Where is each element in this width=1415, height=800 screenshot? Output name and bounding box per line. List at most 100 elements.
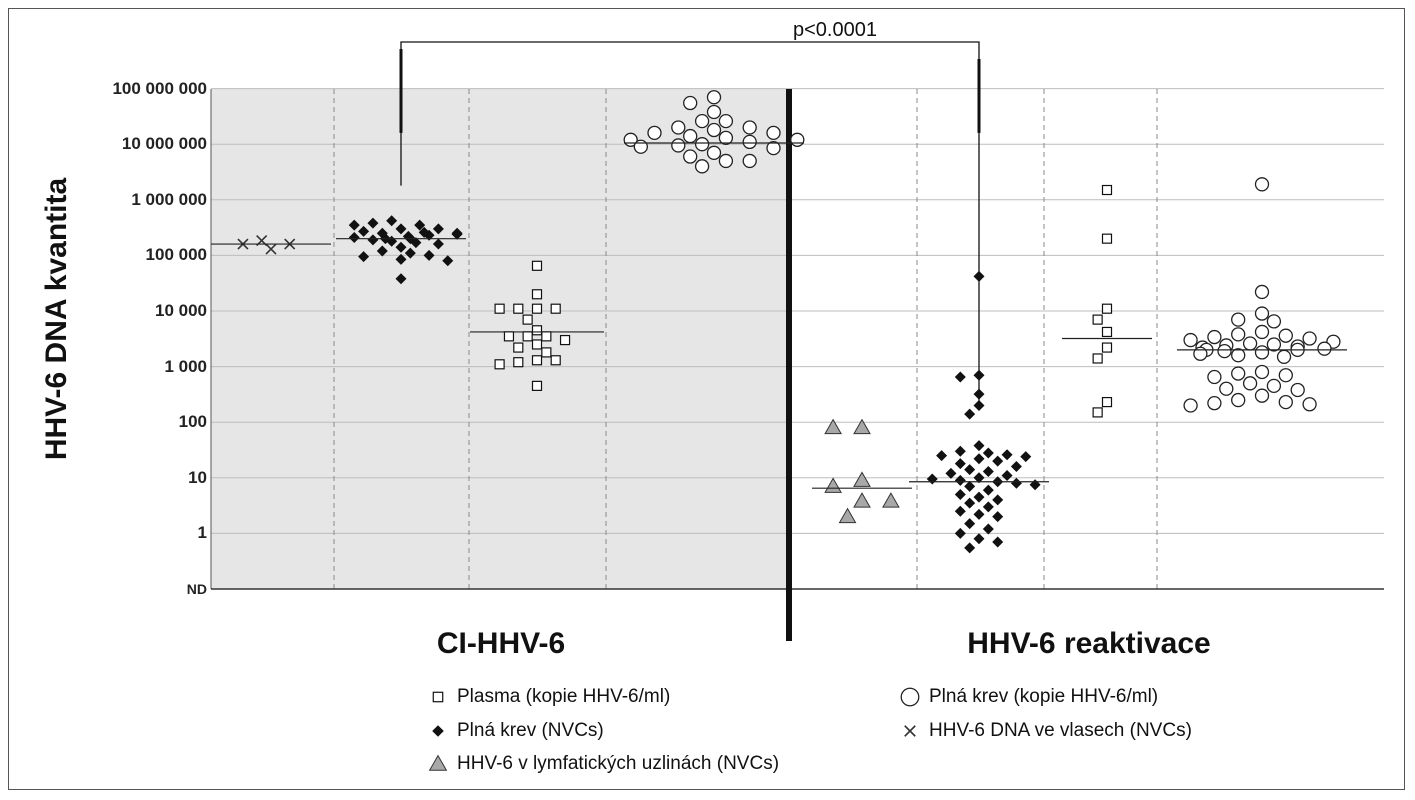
data-point-circle [1256,365,1269,378]
data-point-diamond [964,481,975,492]
data-point-diamond [964,498,975,509]
data-point-diamond [955,475,966,486]
data-point-circle [1256,389,1269,402]
data-point-square [1103,327,1112,336]
data-point-square [523,315,532,324]
data-point-triangle [883,493,899,507]
data-point-circle [1279,329,1292,342]
data-point-diamond [983,447,994,458]
data-point-circle [1267,338,1280,351]
data-point-circle [634,140,647,153]
data-point-diamond [964,464,975,475]
data-point-circle [1208,371,1221,384]
y-tick-label: 1 [17,523,207,543]
data-point-circle [696,138,709,151]
data-point-circle [708,124,721,137]
y-tick-label: ND [17,581,207,597]
data-point-circle [743,154,756,167]
data-point-circle [696,160,709,173]
data-point-square [1103,234,1112,243]
data-point-square [1103,343,1112,352]
data-point-circle [719,115,732,128]
data-point-square [551,356,560,365]
legend-symbol [901,688,919,706]
data-point-square [533,340,542,349]
legend-symbol [432,725,444,737]
data-point-circle [684,97,697,110]
data-point-circle [672,121,685,134]
data-point-diamond [955,372,966,383]
data-point-circle [708,105,721,118]
data-point-diamond [974,453,985,464]
data-point-circle [1256,325,1269,338]
data-point-circle [1278,350,1291,363]
legend-symbol [430,756,447,771]
legend-triangle-icon [425,753,451,775]
data-point-circle [1291,383,1304,396]
data-point-diamond [955,489,966,500]
legend-item: Plná krev (kopie HHV-6/ml) [897,686,1158,708]
data-point-square [1093,315,1102,324]
legend-symbol [905,726,916,737]
legend-diamond-icon [425,720,451,742]
legend-cross-icon [897,720,923,742]
legend-symbol [433,692,442,701]
data-point-diamond [974,509,985,520]
data-point-circle [696,115,709,128]
data-point-diamond [992,494,1003,505]
data-point-circle [1194,347,1207,360]
data-point-circle [1232,328,1245,341]
data-point-square [533,304,542,313]
data-point-diamond [1011,461,1022,472]
data-point-square [542,332,551,341]
data-point-circle [1256,346,1269,359]
data-point-triangle [854,420,870,434]
y-tick-label: 100 000 [17,245,207,265]
data-point-circle [1244,337,1257,350]
data-point-square [504,332,513,341]
data-point-circle [1184,334,1197,347]
legend-label: Plná krev (NVCs) [457,720,604,742]
legend-label: HHV-6 v lymfatických uzlinách (NVCs) [457,753,779,775]
data-point-circle [767,126,780,139]
data-point-square [561,336,570,345]
data-point-diamond [983,466,994,477]
data-point-square [495,360,504,369]
data-point-square [533,356,542,365]
legend-item: HHV-6 DNA ve vlasech (NVCs) [897,720,1192,742]
data-point-circle [1318,342,1331,355]
data-point-circle [743,135,756,148]
data-point-diamond [992,511,1003,522]
data-point-diamond [974,533,985,544]
data-point-diamond [974,492,985,503]
y-tick-label: 1 000 [17,357,207,377]
data-point-diamond [927,474,938,485]
legend-item: Plasma (kopie HHV-6/ml) [425,686,670,708]
data-point-circle [1232,394,1245,407]
legend-item: Plná krev (NVCs) [425,720,604,742]
data-point-circle [791,133,804,146]
data-point-diamond [1002,470,1013,481]
data-point-square [533,290,542,299]
data-point-diamond [955,446,966,457]
data-point-diamond [964,518,975,529]
data-point-circle [1279,369,1292,382]
data-point-diamond [983,485,994,496]
data-point-circle [1232,349,1245,362]
data-point-circle [719,131,732,144]
y-tick-label: 100 [17,412,207,432]
legend-square-icon [425,686,451,708]
data-point-diamond [936,450,947,461]
data-point-triangle [840,509,856,523]
legend-label: Plná krev (kopie HHV-6/ml) [929,686,1158,708]
data-point-circle [672,139,685,152]
data-point-circle [743,121,756,134]
legend-circle-icon [897,686,923,708]
data-point-diamond [992,456,1003,467]
data-point-square [542,348,551,357]
data-point-diamond [945,468,956,479]
data-point-circle [719,154,732,167]
data-point-circle [648,126,661,139]
data-point-circle [1303,332,1316,345]
y-tick-label: 10 [17,468,207,488]
